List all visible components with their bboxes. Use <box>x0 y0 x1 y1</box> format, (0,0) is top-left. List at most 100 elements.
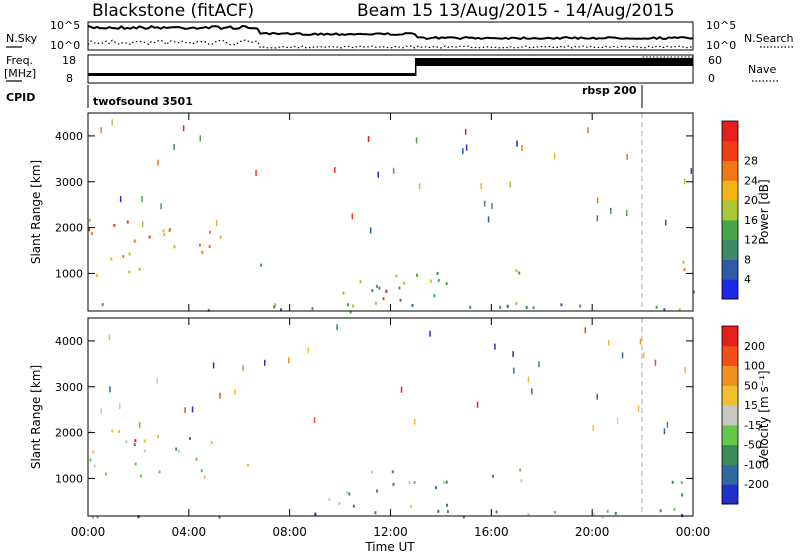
data-cell <box>610 207 612 214</box>
colorbar-segment <box>722 385 738 406</box>
data-cell <box>219 392 221 399</box>
data-cell <box>314 512 317 516</box>
data-cell <box>637 405 640 412</box>
power-colorbar: 4 8 12 16 20 24 28 <box>721 120 758 300</box>
data-cell <box>487 216 490 223</box>
data-cell <box>464 128 467 135</box>
data-cell <box>673 507 676 511</box>
power-axes: 1000 2000 3000 4000 <box>55 113 694 311</box>
data-cell <box>415 137 418 144</box>
data-cell <box>142 221 144 228</box>
colorbar-segment <box>722 121 738 142</box>
data-cell <box>100 407 102 414</box>
data-cell <box>156 377 158 384</box>
data-cell <box>348 492 351 496</box>
data-cell <box>437 278 440 282</box>
data-cell <box>141 196 143 202</box>
data-cell <box>351 213 354 220</box>
data-cell <box>499 305 502 309</box>
data-cell <box>182 125 185 132</box>
data-cell <box>445 480 448 484</box>
colorbar-segment <box>722 464 738 485</box>
data-cell <box>328 497 331 501</box>
data-cell <box>218 515 221 519</box>
colorbar-tick-label: -200 <box>744 478 769 491</box>
data-cell <box>89 430 92 434</box>
data-cell <box>143 439 146 443</box>
data-cell <box>162 229 165 233</box>
data-cell <box>592 425 594 431</box>
data-cell <box>313 417 316 424</box>
colorbar-segment <box>722 345 738 367</box>
data-cell <box>532 306 535 310</box>
data-cell <box>579 304 582 308</box>
data-cell <box>445 282 448 286</box>
data-cell <box>338 502 341 505</box>
data-cell <box>352 304 355 308</box>
cpid-segment-twofsound: twofsound 3501 <box>93 95 193 108</box>
data-cell <box>148 235 151 239</box>
data-cell <box>659 509 662 513</box>
data-cell <box>346 491 349 495</box>
data-cell <box>288 357 290 364</box>
data-cell <box>352 504 355 508</box>
colorbar-frame <box>721 325 739 505</box>
data-cell <box>219 235 222 239</box>
data-cell <box>446 510 449 514</box>
time-axis-ticks: 00:00 04:00 08:00 12:00 16:00 20:00 00:00 <box>71 525 711 539</box>
data-cell <box>596 197 599 204</box>
data-cell <box>95 274 98 277</box>
data-cell <box>108 334 111 341</box>
data-cell <box>408 481 411 484</box>
x-axis-label: Time UT <box>364 540 415 554</box>
data-cell <box>111 119 113 126</box>
data-cell <box>587 127 589 134</box>
data-cell <box>606 509 609 513</box>
data-cell <box>91 515 94 519</box>
colorbar-segment <box>722 326 738 347</box>
colorbar-tick-label: 100 <box>744 360 765 373</box>
data-cell <box>207 308 210 312</box>
data-cell <box>538 361 540 368</box>
x-tick-label: 16:00 <box>474 525 509 539</box>
data-cell <box>371 289 374 293</box>
colorbar-tick-label: 20 <box>744 194 758 207</box>
freq-trace <box>88 56 693 84</box>
data-cell <box>476 401 479 408</box>
data-cell <box>616 418 619 424</box>
data-cell <box>191 406 194 413</box>
data-cell <box>177 449 180 453</box>
data-cell <box>392 482 395 486</box>
data-cell <box>614 511 617 515</box>
data-cell <box>416 273 419 277</box>
data-cell <box>655 305 658 309</box>
freq-label: Freq. <box>6 54 33 67</box>
data-cell <box>399 298 402 302</box>
data-cell <box>491 203 493 210</box>
data-cell <box>110 257 113 261</box>
data-cell <box>515 302 518 305</box>
nave-tick-low: 0 <box>708 72 715 85</box>
colorbar-segment <box>722 180 738 201</box>
x-tick-label: 00:00 <box>676 525 711 539</box>
data-cell <box>212 362 215 369</box>
data-cell <box>436 271 439 275</box>
data-cell <box>690 168 692 174</box>
colorbar-segment <box>722 160 738 181</box>
colorbar-segment <box>722 444 738 465</box>
data-cell <box>553 510 556 514</box>
data-cell <box>280 308 282 312</box>
y-tick-label: 2000 <box>55 427 83 440</box>
colorbar-segment <box>722 200 738 221</box>
y-tick-label: 3000 <box>55 381 83 394</box>
data-cell <box>411 303 414 307</box>
colorbar-tick-label: 200 <box>744 340 765 353</box>
data-cell <box>242 365 244 372</box>
velocity-colorbar: 200 100 50 15 -15 -50 -100 -200 <box>721 325 769 505</box>
data-cell <box>109 386 111 393</box>
data-cell <box>247 463 249 467</box>
data-cell <box>111 429 114 433</box>
data-cell <box>200 469 203 473</box>
data-cell <box>369 227 372 234</box>
